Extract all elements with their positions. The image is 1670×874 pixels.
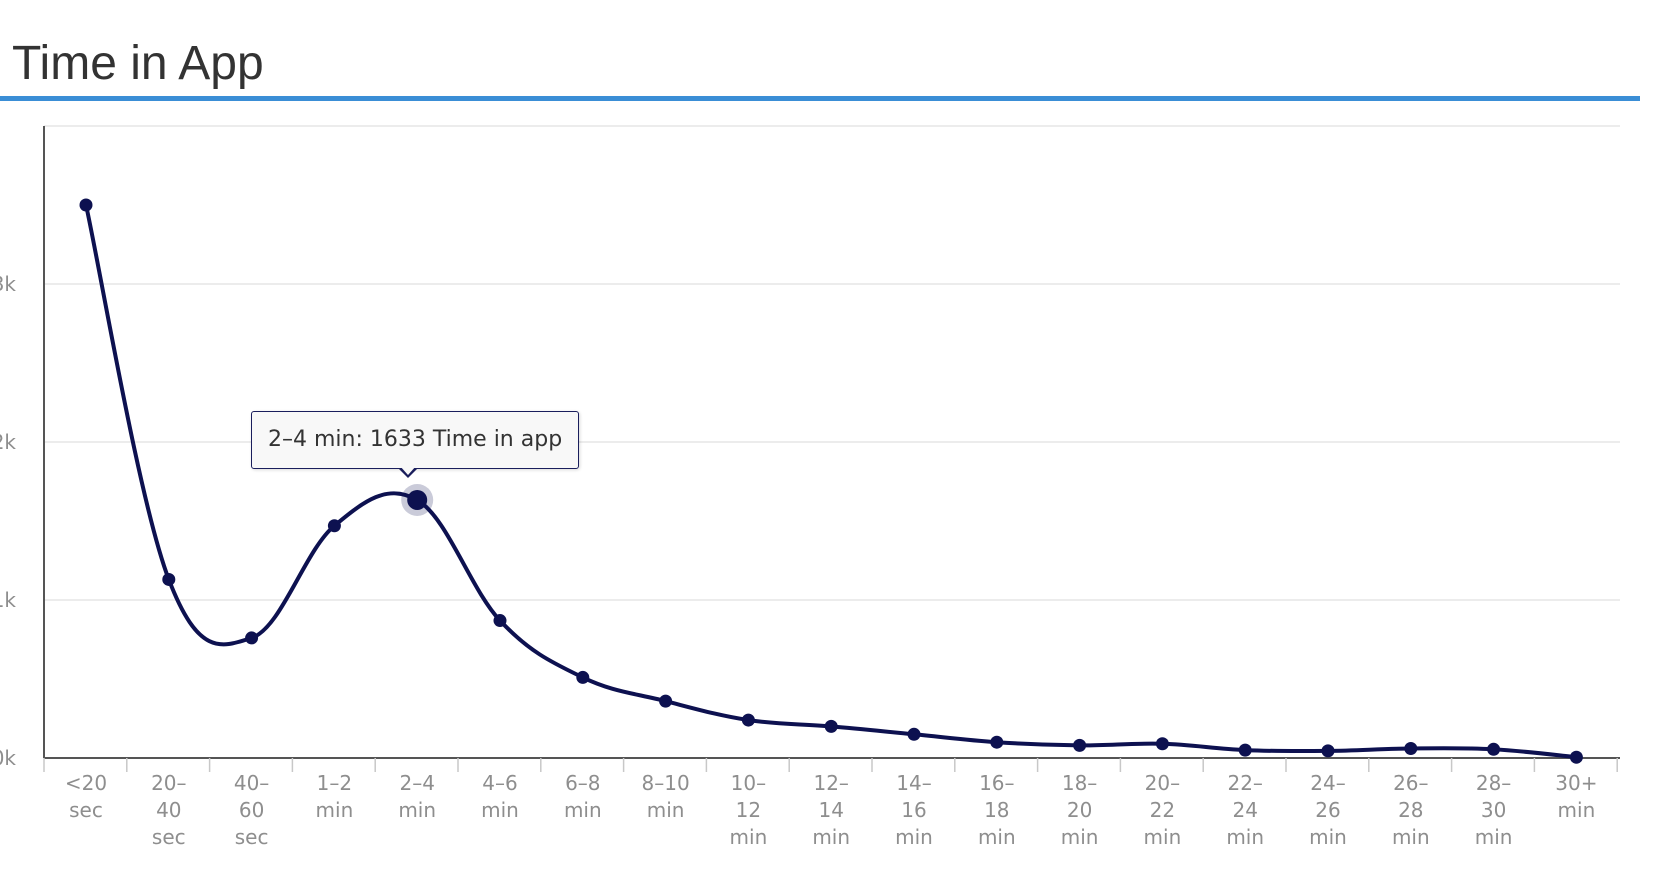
x-tick-label: 16– 18 min	[978, 771, 1016, 849]
data-point[interactable]	[1487, 742, 1501, 756]
data-point[interactable]	[659, 694, 673, 708]
x-tick-label: 30+ min	[1555, 771, 1597, 822]
x-tick-label: 20– 22 min	[1144, 771, 1182, 849]
x-tick-label: 28– 30 min	[1475, 771, 1513, 849]
y-tick-label: 0k	[0, 746, 16, 770]
x-tick-label: 26– 28 min	[1392, 771, 1430, 849]
series-line	[84, 203, 1579, 760]
y-tick-label: 2k	[0, 430, 16, 454]
data-point[interactable]	[327, 519, 341, 533]
x-tick-label: 6–8 min	[564, 771, 602, 822]
axes	[43, 126, 1620, 759]
data-point[interactable]	[741, 713, 755, 727]
y-axis-ticks: 0k 1k 2k 3k	[0, 272, 16, 770]
page-title: Time in App	[12, 37, 264, 90]
x-tick-label: 24– 26 min	[1309, 771, 1347, 849]
data-point[interactable]	[493, 614, 507, 628]
x-tick-label: 18– 20 min	[1061, 771, 1099, 849]
data-point[interactable]	[576, 670, 590, 684]
data-point[interactable]	[990, 735, 1004, 749]
x-tick-label: 2–4 min	[398, 771, 436, 822]
x-tick-label: 1–2 min	[316, 771, 354, 822]
data-point[interactable]	[245, 631, 259, 645]
data-point[interactable]	[824, 719, 838, 733]
x-axis-ticks: <20 sec 20– 40 sec 40– 60 sec 1–2 min 2–4 min 4–6 min…	[43, 758, 1618, 849]
data-point[interactable]	[162, 572, 176, 586]
gridlines	[44, 125, 1620, 601]
y-tick-label: 3k	[0, 272, 16, 296]
data-point[interactable]	[1321, 744, 1335, 758]
x-tick-label: 14– 16 min	[895, 771, 933, 849]
x-tick-label: 22– 24 min	[1226, 771, 1264, 849]
data-point[interactable]	[907, 727, 921, 741]
x-tick-label: 10– 12 min	[730, 771, 768, 849]
data-point[interactable]	[1073, 738, 1087, 752]
x-tick-label: 40– 60 sec	[234, 771, 269, 849]
title-underline	[0, 96, 1640, 101]
data-point[interactable]	[1569, 750, 1583, 764]
markers	[79, 198, 1583, 764]
data-point[interactable]	[1155, 737, 1169, 751]
x-tick-label: 12– 14 min	[812, 771, 850, 849]
data-point[interactable]	[1238, 743, 1252, 757]
data-point-highlighted[interactable]	[407, 489, 428, 510]
y-tick-label: 1k	[0, 588, 16, 612]
x-tick-label: 8–10 min	[642, 771, 690, 822]
x-tick-label: 4–6 min	[481, 771, 519, 822]
data-tooltip: 2–4 min: 1633 Time in app	[251, 411, 580, 469]
series	[84, 203, 1579, 760]
data-point[interactable]	[1404, 742, 1418, 756]
data-point[interactable]	[79, 198, 93, 212]
x-tick-label: 20– 40 sec	[151, 771, 186, 849]
x-tick-label: <20 sec	[65, 771, 107, 822]
